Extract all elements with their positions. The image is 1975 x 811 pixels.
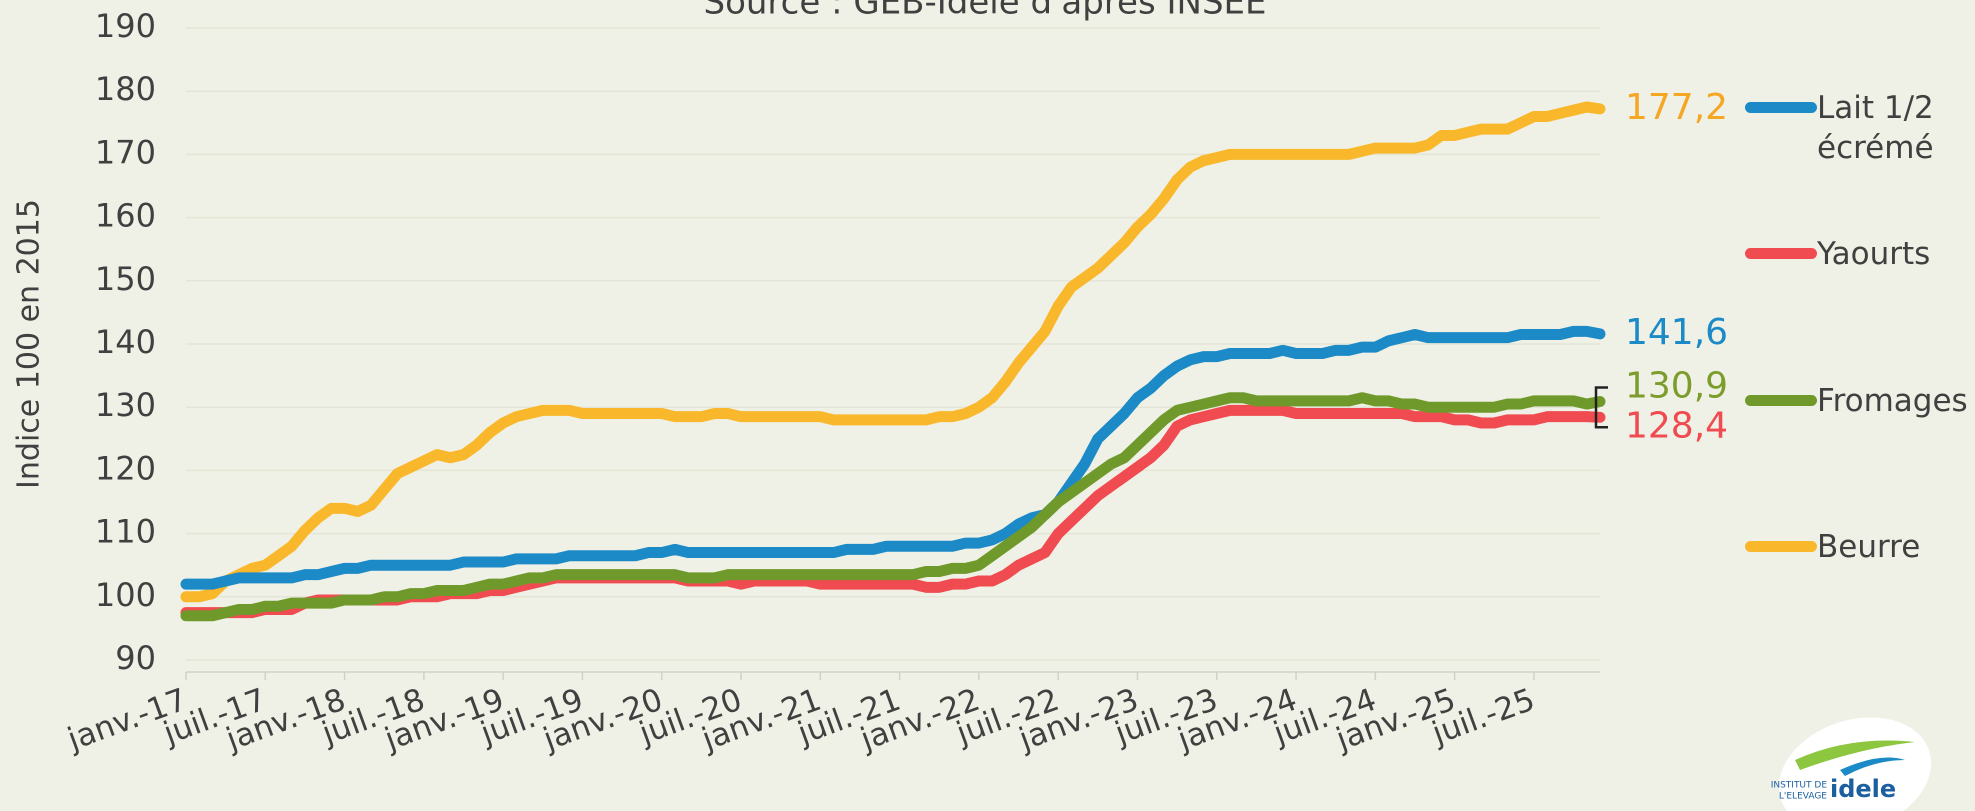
y-tick-label: 140: [95, 323, 156, 361]
y-tick-label: 150: [95, 260, 156, 298]
series-line: [180, 392, 1606, 622]
series-line: [180, 101, 1606, 603]
legend-swatch: [1745, 102, 1817, 113]
legend-label: Fromages: [1817, 383, 1968, 419]
y-tick-label: 90: [115, 639, 156, 677]
y-tick-label: 170: [95, 133, 156, 171]
y-tick-label: 120: [95, 449, 156, 487]
y-axis-label: Indice 100 en 2015: [12, 199, 47, 489]
series-line: [180, 325, 1606, 590]
logo-text: INSTITUT DE: [1771, 781, 1828, 791]
logo-swoosh: [1795, 740, 1915, 770]
label-bracket: [1594, 386, 1608, 429]
chart-title: Source : GEB-Idele d'après INSEE: [704, 0, 1267, 23]
logo: INSTITUT DE L'ELEVAGE idele: [1771, 717, 1932, 811]
end-label: 177,2: [1625, 87, 1728, 128]
legend-label: Lait 1/2 écrémé: [1817, 90, 1934, 166]
end-label: 128,4: [1625, 405, 1728, 446]
y-tick-label: 180: [95, 70, 156, 108]
legend-item: Beurre: [1745, 527, 1967, 567]
legend-label: Yaourts: [1817, 236, 1931, 272]
y-tick-label: 190: [95, 7, 156, 45]
y-tick-label: 160: [95, 197, 156, 235]
series-line: [180, 404, 1606, 619]
y-tick-label: 130: [95, 386, 156, 424]
logo-brand: idele: [1830, 775, 1896, 803]
y-tick-label: 110: [95, 513, 156, 551]
legend-item: Yaourts: [1745, 234, 1967, 274]
logo-badge: [1778, 717, 1932, 811]
end-label: 141,6: [1625, 312, 1728, 353]
logo-swoosh: [1840, 757, 1905, 776]
legend-label: Beurre: [1817, 529, 1921, 565]
end-label: 130,9: [1625, 366, 1728, 407]
logo-text: L'ELEVAGE: [1779, 792, 1827, 802]
legend-swatch: [1745, 541, 1817, 552]
legend-swatch: [1745, 395, 1817, 406]
legend-item: Lait 1/2 écrémé: [1745, 88, 1967, 168]
legend-swatch: [1745, 248, 1817, 259]
y-tick-label: 100: [95, 576, 156, 614]
legend-item: Fromages: [1745, 381, 1968, 421]
